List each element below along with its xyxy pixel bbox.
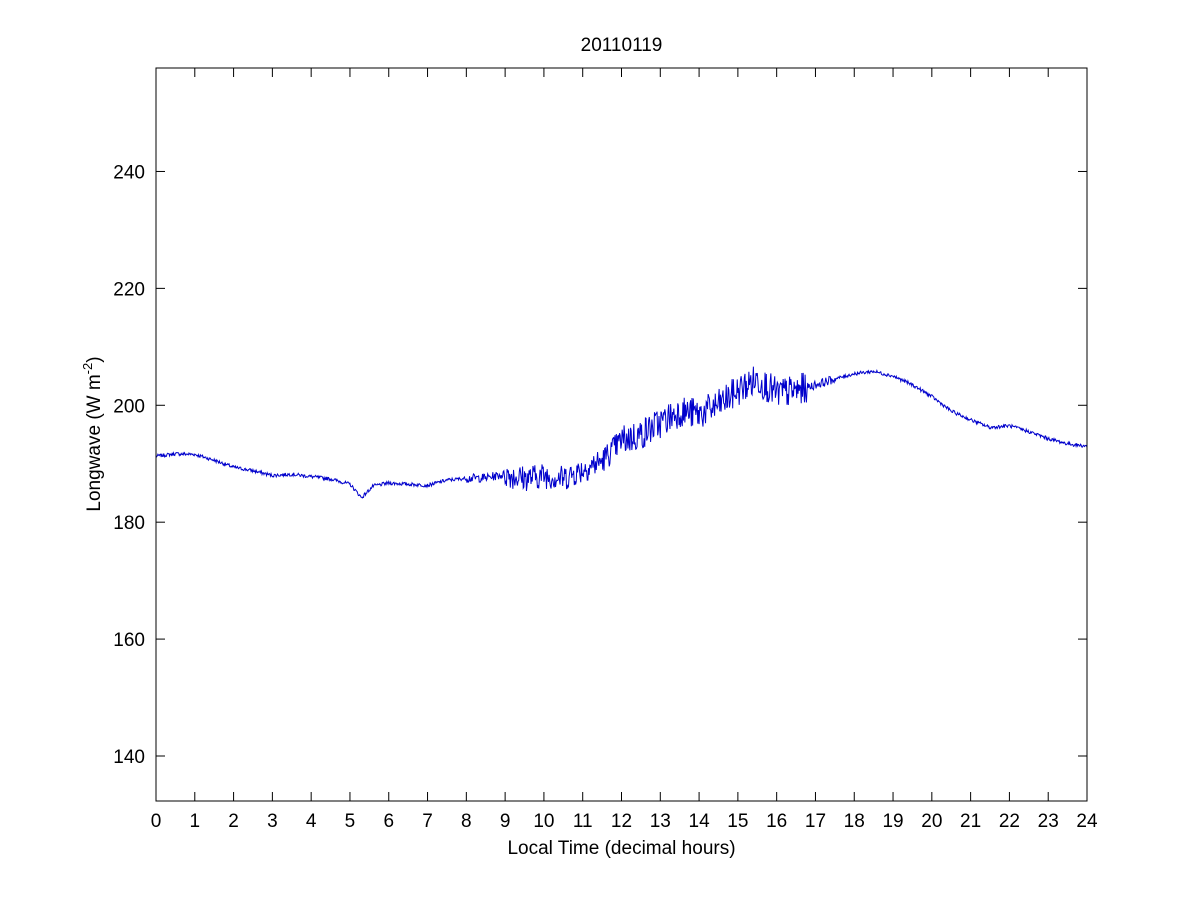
x-tick-label: 7 — [422, 811, 433, 832]
y-tick-label: 240 — [113, 162, 145, 183]
x-tick-label: 4 — [306, 811, 317, 832]
x-tick-label: 3 — [267, 811, 278, 832]
x-tick-label: 8 — [461, 811, 472, 832]
x-tick-label: 5 — [345, 811, 356, 832]
x-tick-label: 11 — [573, 811, 593, 832]
tick-marks — [155, 68, 1088, 801]
x-tick-label: 0 — [151, 811, 162, 832]
x-tick-label: 23 — [1038, 811, 1059, 832]
x-tick-label: 19 — [882, 811, 903, 832]
y-tick-label: 180 — [113, 513, 145, 534]
x-tick-label: 2 — [228, 811, 239, 832]
chart-title: 20110119 — [581, 35, 663, 56]
x-tick-label: 13 — [650, 811, 671, 832]
x-tick-label: 20 — [921, 811, 942, 832]
y-tick-label: 160 — [113, 630, 145, 651]
x-tick-label: 15 — [727, 811, 748, 832]
x-tick-label: 6 — [383, 811, 394, 832]
y-tick-label: 200 — [113, 396, 145, 417]
x-tick-label: 17 — [805, 811, 826, 832]
series-line — [155, 366, 1088, 499]
x-tick-label: 12 — [611, 811, 632, 832]
x-tick-label: 22 — [999, 811, 1020, 832]
x-tick-label: 10 — [533, 811, 554, 832]
x-tick-label: 14 — [689, 811, 711, 832]
x-tick-label: 24 — [1076, 811, 1098, 832]
x-tick-label: 21 — [960, 811, 981, 832]
y-axis-label-superscript: -2 — [80, 363, 95, 375]
y-axis-label: Longwave (W m-2) — [80, 356, 105, 511]
y-axis-label-suffix: ) — [84, 356, 105, 362]
x-axis-label: Local Time (decimal hours) — [507, 838, 735, 859]
x-tick-label: 1 — [190, 811, 201, 832]
y-tick-label: 220 — [113, 279, 145, 300]
x-tick-label: 16 — [766, 811, 787, 832]
y-tick-label: 140 — [113, 747, 145, 768]
x-tick-label: 18 — [844, 811, 865, 832]
x-tick-label: 9 — [500, 811, 511, 832]
tick-labels: 0 1 2 3 4 5 6 7 8 9 10 11 12 13 14 15 16 17 18 19 20 21 22 23 24… — [113, 162, 1098, 832]
plot-frame — [155, 67, 1088, 802]
y-axis-label-main: Longwave (W m — [84, 374, 105, 511]
